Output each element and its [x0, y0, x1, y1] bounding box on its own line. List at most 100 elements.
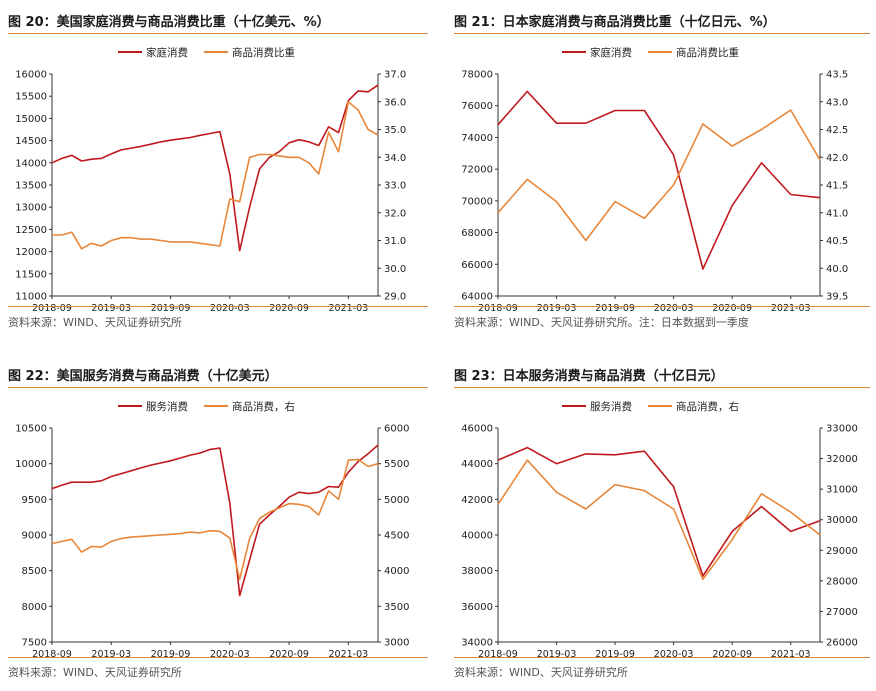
y-right-tick-label: 30.0 — [384, 264, 406, 275]
y-left-tick-label: 46000 — [461, 424, 493, 435]
y-left-tick-label: 12500 — [15, 225, 47, 236]
source-note: 资料来源：WIND、天风证券研究所。注：日本数据到一季度 — [454, 316, 749, 329]
title-underline — [454, 33, 870, 34]
y-left-tick-label: 70000 — [461, 196, 493, 207]
y-right-tick-label: 36.0 — [384, 97, 406, 108]
x-tick-label: 2021-03 — [329, 303, 369, 314]
title-underline — [8, 387, 428, 388]
source-note: 资料来源：WIND、天风证券研究所 — [8, 666, 182, 679]
series-line-2 — [52, 100, 379, 250]
y-right-tick-label: 29.0 — [384, 292, 406, 303]
x-tick-label: 2021-03 — [329, 649, 369, 660]
y-right-tick-label: 26000 — [826, 638, 858, 649]
legend-label: 商品消费，右 — [676, 400, 739, 413]
source-rule — [8, 306, 428, 307]
x-tick-label: 2021-03 — [771, 303, 811, 314]
y-left-tick-label: 14000 — [15, 158, 47, 169]
chart-22: 7500 8000 8500 9000 9500 10000 10500 3000 3500 40… — [15, 400, 409, 660]
y-left-tick-label: 8000 — [22, 602, 47, 613]
y-right-tick-label: 43.5 — [826, 70, 848, 81]
series-line-1 — [51, 444, 379, 597]
chart-title: 图 22：美国服务消费与商品消费（十亿美元） — [8, 369, 278, 384]
y-right-tick-label: 30000 — [826, 515, 858, 526]
x-tick-label: 2019-03 — [91, 303, 131, 314]
y-left-tick-label: 11000 — [15, 292, 47, 303]
y-right-tick-label: 33.0 — [384, 181, 406, 192]
x-tick-label: 2019-03 — [537, 303, 577, 314]
y-left-tick-label: 78000 — [461, 70, 493, 81]
source-note: 资料来源：WIND、天风证券研究所 — [8, 316, 182, 329]
series-line-2 — [51, 458, 379, 580]
y-right-tick-label: 4500 — [384, 531, 409, 542]
legend-label: 家庭消费 — [590, 46, 632, 59]
y-right-tick-label: 5000 — [384, 495, 409, 506]
y-left-tick-label: 16000 — [15, 70, 47, 81]
x-tick-label: 2018-09 — [32, 649, 72, 660]
y-left-tick-label: 34000 — [461, 638, 493, 649]
chart-21: 64000 66000 68000 70000 72000 74000 76000 78000… — [461, 46, 848, 314]
y-left-tick-label: 13500 — [15, 181, 47, 192]
chart-title: 图 21：日本家庭消费与商品消费比重（十亿日元、%） — [454, 15, 776, 30]
x-tick-label: 2020-03 — [210, 649, 250, 660]
chart-title: 图 23：日本服务消费与商品消费（十亿日元） — [454, 369, 724, 384]
series-line-1 — [51, 84, 379, 252]
y-right-tick-label: 42.5 — [826, 125, 848, 136]
y-right-tick-label: 4000 — [384, 566, 409, 577]
x-tick-label: 2018-09 — [32, 303, 72, 314]
chart-20: 11000 11500 12000 12500 13000 13500 14000 14500… — [15, 46, 406, 314]
y-left-tick-label: 10500 — [15, 424, 47, 435]
chart-panel-21: 图 21：日本家庭消费与商品消费比重（十亿日元、%） 64000 66000 680… — [454, 8, 872, 338]
series-line-2 — [497, 109, 821, 242]
y-right-tick-label: 3500 — [384, 602, 409, 613]
y-right-tick-label: 40.0 — [826, 264, 848, 275]
y-left-tick-label: 68000 — [461, 228, 493, 239]
y-left-tick-label: 42000 — [461, 495, 493, 506]
x-tick-label: 2020-09 — [269, 303, 309, 314]
chart-23: 34000 36000 38000 40000 42000 44000 46000 26000… — [461, 400, 858, 660]
x-tick-label: 2020-03 — [654, 649, 694, 660]
y-right-tick-label: 37.0 — [384, 70, 406, 81]
x-tick-label: 2019-03 — [91, 649, 131, 660]
x-tick-label: 2021-03 — [771, 649, 811, 660]
y-right-tick-label: 5500 — [384, 459, 409, 470]
series-line-1 — [497, 446, 821, 577]
x-tick-label: 2018-09 — [478, 303, 518, 314]
y-left-tick-label: 14500 — [15, 136, 47, 147]
x-tick-label: 2019-09 — [151, 303, 191, 314]
legend-label: 商品消费，右 — [232, 400, 295, 413]
x-tick-label: 2020-09 — [712, 649, 752, 660]
legend-label: 商品消费比重 — [232, 46, 295, 59]
x-tick-label: 2019-09 — [151, 649, 191, 660]
y-left-tick-label: 10000 — [15, 459, 47, 470]
legend-label: 服务消费 — [146, 400, 188, 413]
y-left-tick-label: 13000 — [15, 203, 47, 214]
y-right-tick-label: 32.0 — [384, 208, 406, 219]
y-right-tick-label: 43.0 — [826, 97, 848, 108]
y-left-tick-label: 15000 — [15, 114, 47, 125]
y-right-tick-label: 42.0 — [826, 153, 848, 164]
y-right-tick-label: 28000 — [826, 576, 858, 587]
y-right-tick-label: 31000 — [826, 485, 858, 496]
y-right-tick-label: 33000 — [826, 424, 858, 435]
y-left-tick-label: 38000 — [461, 566, 493, 577]
x-tick-label: 2019-03 — [537, 649, 577, 660]
y-right-tick-label: 40.5 — [826, 236, 848, 247]
y-left-tick-label: 11500 — [15, 269, 47, 280]
chart-panel-20: 图 20：美国家庭消费与商品消费比重（十亿美元、%） 11000 11500 120… — [8, 8, 430, 338]
y-left-tick-label: 8500 — [22, 566, 47, 577]
chart-panel-23: 图 23：日本服务消费与商品消费（十亿日元） 34000 36000 38000 40… — [454, 362, 872, 688]
y-left-tick-label: 12000 — [15, 247, 47, 258]
y-left-tick-label: 76000 — [461, 101, 493, 112]
y-left-tick-label: 7500 — [22, 638, 47, 649]
source-rule — [454, 306, 870, 307]
source-rule — [454, 657, 870, 658]
chart-panel-22: 图 22：美国服务消费与商品消费（十亿美元） 7500 8000 8500 9000 9… — [8, 362, 430, 688]
y-left-tick-label: 72000 — [461, 165, 493, 176]
x-tick-label: 2020-03 — [210, 303, 250, 314]
y-right-tick-label: 6000 — [384, 424, 409, 435]
legend-label: 家庭消费 — [146, 46, 188, 59]
legend-label: 商品消费比重 — [676, 46, 739, 59]
y-left-tick-label: 40000 — [461, 531, 493, 542]
series-line-2 — [497, 459, 821, 581]
title-underline — [454, 387, 870, 388]
